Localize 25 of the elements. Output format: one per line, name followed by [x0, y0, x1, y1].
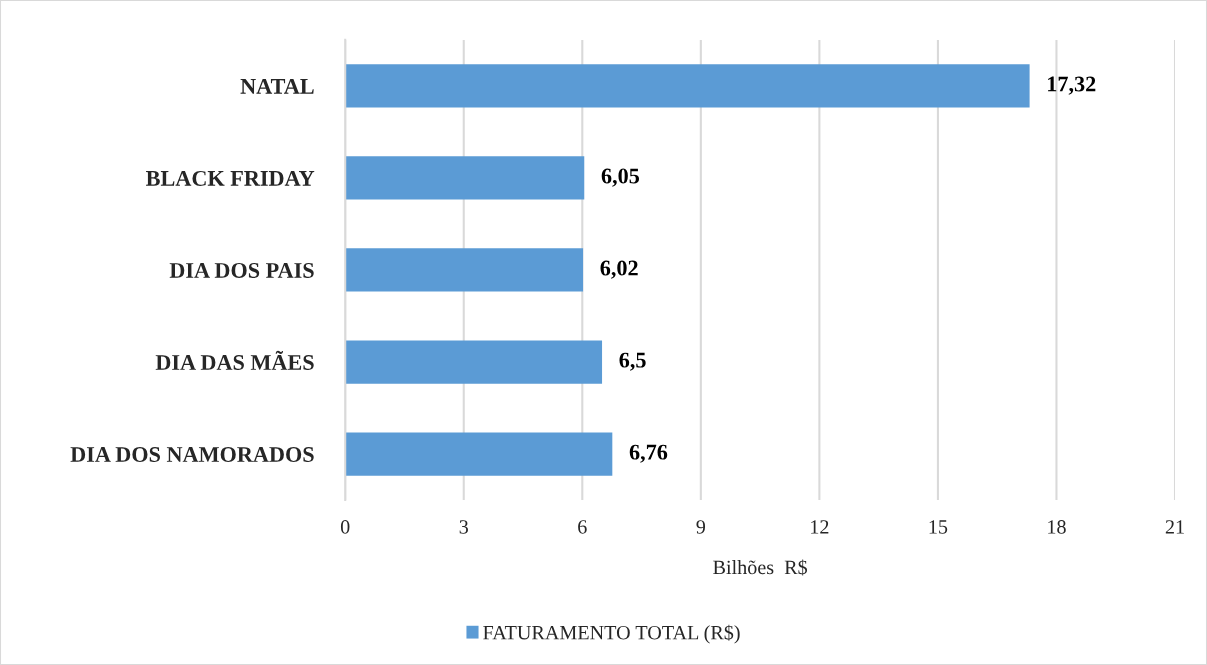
y-tick-label: DIA DOS PAIS — [169, 262, 314, 278]
bar — [345, 432, 613, 476]
y-tick-label: NATAL — [240, 78, 314, 94]
data-label: 17,32 — [1048, 76, 1096, 95]
bar — [345, 340, 603, 384]
x-axis-title: Bilhões R$ — [713, 559, 808, 576]
x-tick-label: 0 — [340, 520, 350, 534]
y-tick-label: DIA DAS MÃES — [155, 350, 314, 370]
x-tick-label: 21 — [1165, 520, 1184, 534]
x-tick-label: 6 — [578, 520, 587, 534]
x-tick-label: 15 — [929, 520, 948, 534]
legend-label: FATURAMENTO TOTAL (R$) — [483, 624, 740, 644]
x-tick-label: 18 — [1048, 520, 1066, 534]
data-label: 6,76 — [629, 444, 668, 463]
x-tick-label: 12 — [811, 520, 829, 534]
data-label: 6,5 — [619, 352, 646, 371]
data-label: 6,02 — [600, 260, 638, 279]
x-tick-label: 9 — [696, 520, 706, 534]
x-tick-label: 3 — [459, 520, 468, 534]
y-tick-label: BLACK FRIDAY — [146, 170, 315, 186]
bar — [345, 156, 585, 200]
bar — [345, 64, 1030, 108]
y-tick-label: DIA DOS NAMORADOS — [70, 447, 314, 462]
data-label: 6,05 — [601, 168, 640, 187]
bar — [345, 248, 584, 292]
